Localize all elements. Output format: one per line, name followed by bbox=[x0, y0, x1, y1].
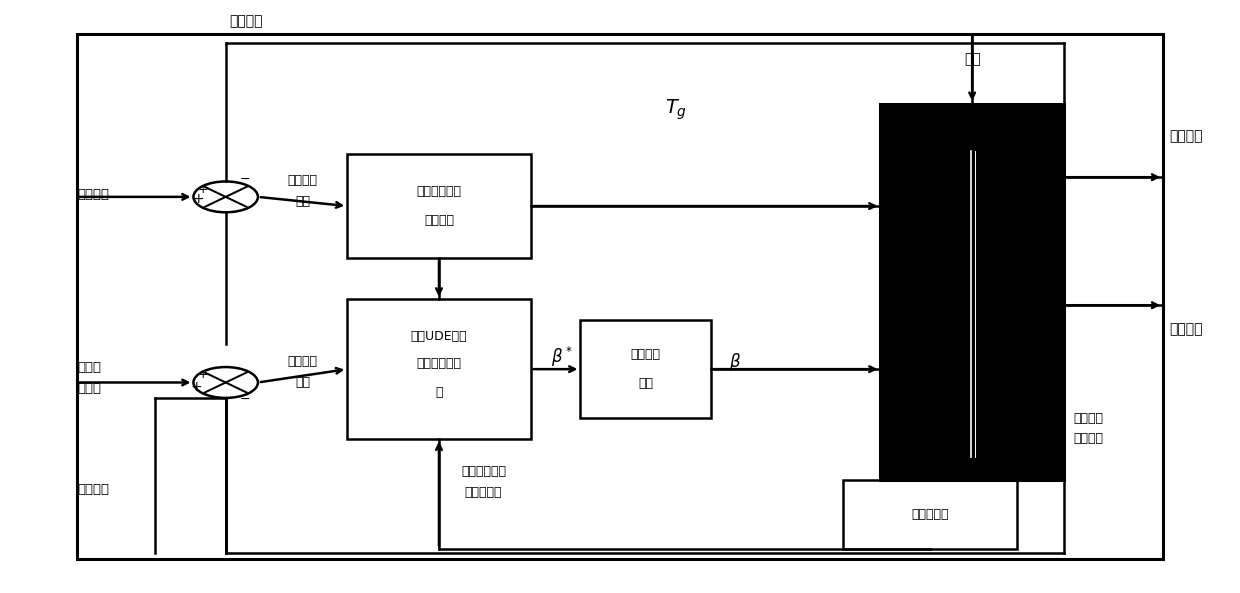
Text: 项及干扰: 项及干扰 bbox=[1074, 432, 1104, 445]
Text: 基于UDE原理: 基于UDE原理 bbox=[410, 330, 467, 343]
Text: +: + bbox=[192, 192, 205, 206]
Text: 轮转速: 轮转速 bbox=[77, 382, 100, 395]
Text: 器: 器 bbox=[435, 387, 443, 399]
Text: −: − bbox=[239, 173, 250, 186]
Text: $T_g$: $T_g$ bbox=[665, 97, 687, 122]
Text: 行器: 行器 bbox=[637, 378, 653, 390]
Text: 发电功率: 发电功率 bbox=[1169, 129, 1203, 144]
Text: 额定风: 额定风 bbox=[77, 361, 100, 374]
Text: 的桨距角控制: 的桨距角控制 bbox=[417, 357, 461, 369]
Text: 系统未知项及: 系统未知项及 bbox=[461, 465, 506, 478]
Text: 干扰估计值: 干扰估计值 bbox=[465, 486, 502, 499]
Text: 误差: 误差 bbox=[295, 376, 310, 389]
Text: 误差: 误差 bbox=[295, 195, 310, 208]
Bar bbox=[967, 122, 980, 463]
Text: 系统未知: 系统未知 bbox=[1074, 412, 1104, 425]
Text: $\beta$: $\beta$ bbox=[729, 350, 742, 373]
Text: 滑模变结构转: 滑模变结构转 bbox=[417, 185, 461, 197]
Bar bbox=[843, 480, 1017, 549]
Text: 低通滤波器: 低通滤波器 bbox=[911, 508, 949, 521]
Text: +: + bbox=[198, 368, 208, 381]
Text: +: + bbox=[190, 380, 202, 394]
Text: 发电功率: 发电功率 bbox=[229, 14, 263, 28]
Text: 风轮转速: 风轮转速 bbox=[1169, 322, 1203, 336]
Text: 桨距角执: 桨距角执 bbox=[630, 348, 661, 361]
Bar bbox=[347, 299, 531, 439]
Text: $\beta^*$: $\beta^*$ bbox=[551, 345, 573, 369]
Bar bbox=[880, 104, 1064, 480]
Bar bbox=[580, 320, 711, 418]
Text: 干扰: 干扰 bbox=[963, 52, 981, 66]
Text: 额定功率: 额定功率 bbox=[77, 188, 109, 201]
Text: +: + bbox=[198, 183, 208, 196]
Text: 转速调节: 转速调节 bbox=[288, 355, 317, 368]
Text: 功率调节: 功率调节 bbox=[288, 174, 317, 187]
Bar bbox=[77, 34, 1163, 559]
Text: −: − bbox=[239, 393, 250, 406]
Text: 风轮转速: 风轮转速 bbox=[77, 483, 109, 496]
Text: 矩控制器: 矩控制器 bbox=[424, 215, 454, 227]
Bar bbox=[347, 154, 531, 258]
